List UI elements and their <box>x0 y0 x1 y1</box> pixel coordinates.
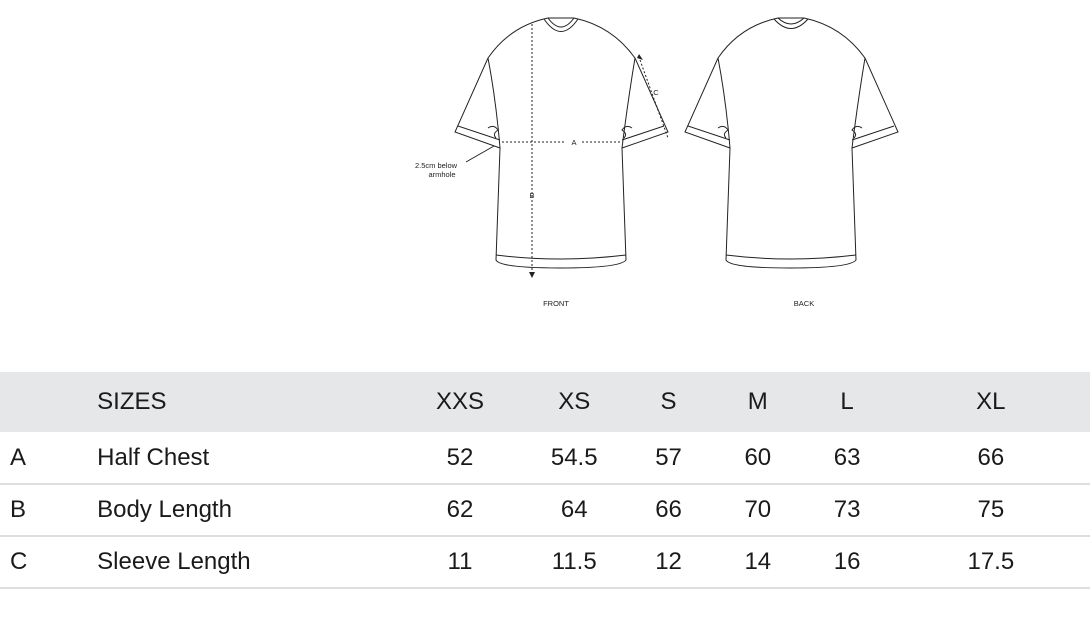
table-row: C Sleeve Length 11 11.5 12 14 16 17.5 <box>0 536 1090 588</box>
value-cell: 11.5 <box>551 548 597 575</box>
row-name: Body Length <box>97 496 232 523</box>
value-cell: 16 <box>833 548 861 575</box>
size-header: S <box>660 388 677 415</box>
row-key: A <box>10 443 27 471</box>
value-cell: 17.5 <box>967 548 1015 575</box>
value-cell: 54.5 <box>550 443 598 471</box>
value-cell: 60 <box>744 443 772 471</box>
size-header: XS <box>558 388 591 415</box>
tshirt-diagram: A B C 2.5cm below armhole FRONT BACK <box>415 17 899 308</box>
row-name: Sleeve Length <box>97 548 251 575</box>
value-cell: 14 <box>744 548 772 575</box>
value-cell: 73 <box>833 496 861 523</box>
value-cell: 62 <box>446 496 474 523</box>
value-cell: 12 <box>655 548 682 575</box>
value-cell: 64 <box>560 496 588 523</box>
size-header: XXS <box>435 388 485 415</box>
annotation-line-1: 2.5cm below <box>415 161 458 170</box>
annotation-line-2: armhole <box>428 170 455 179</box>
table-row: A Half Chest 52 54.5 57 60 63 66 <box>0 432 1090 484</box>
size-header: XL <box>976 388 1006 415</box>
label-back: BACK <box>794 299 814 308</box>
size-header: L <box>840 388 854 415</box>
header-sizes-label: SIZES <box>97 388 167 415</box>
value-cell: 63 <box>833 443 861 471</box>
label-front: FRONT <box>543 299 569 308</box>
table-header-row: SIZES XXS XS S M L XL <box>0 372 1090 432</box>
value-cell: 70 <box>744 496 772 523</box>
value-cell: 11 <box>447 548 473 575</box>
table-row: B Body Length 62 64 66 70 73 75 <box>0 484 1090 536</box>
row-key: C <box>10 548 28 575</box>
label-c: C <box>653 88 659 97</box>
header-key-cell <box>0 372 97 432</box>
label-a: A <box>571 138 576 147</box>
value-cell: 52 <box>446 443 474 471</box>
value-cell: 66 <box>977 443 1005 471</box>
size-chart-table: SIZES XXS XS S M L XL A Half Chest 52 54… <box>0 372 1090 589</box>
row-name: Half Chest <box>97 443 210 471</box>
back-tshirt-drawing <box>684 17 899 269</box>
value-cell: 66 <box>655 496 682 523</box>
label-b: B <box>529 191 534 200</box>
row-key: B <box>10 496 27 523</box>
front-tshirt-drawing <box>454 17 669 269</box>
size-header: M <box>747 388 768 415</box>
measurement-lines <box>502 24 669 272</box>
value-cell: 57 <box>655 443 682 471</box>
value-cell: 75 <box>977 496 1005 523</box>
